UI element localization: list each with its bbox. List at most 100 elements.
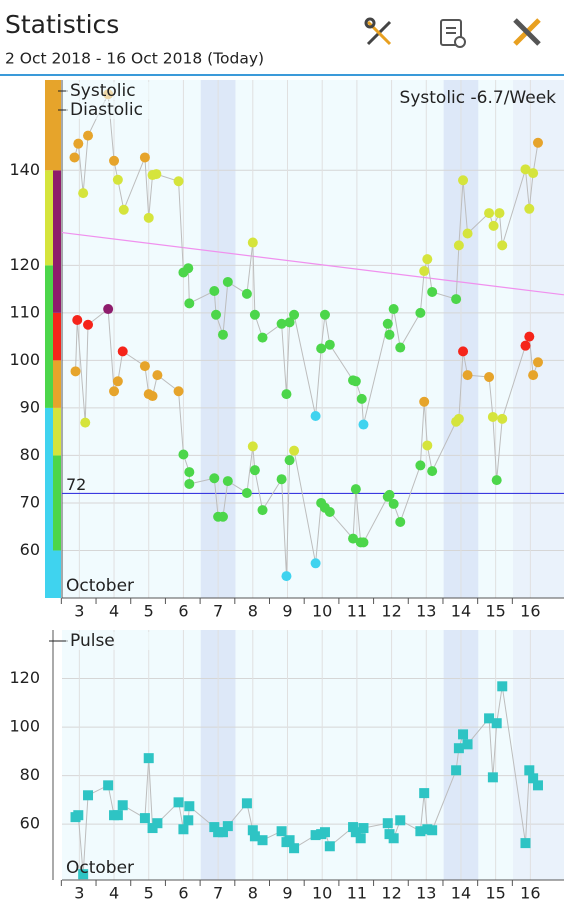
data-point [528,168,539,179]
trend-line [61,231,564,296]
data-point [147,391,158,402]
data-point [117,800,128,811]
data-point [143,212,154,223]
plot-background [62,630,564,880]
data-point [184,467,195,478]
data-point [73,138,84,149]
data-point [284,835,295,846]
y-tick-label: 60 [20,814,40,833]
data-point [143,753,154,764]
x-tick-label: 12 [381,884,401,901]
data-point [462,228,473,239]
data-point [217,827,228,838]
data-point [112,810,123,821]
data-point [524,765,535,776]
data-point [310,830,321,841]
data-point [453,240,464,251]
data-point [484,372,495,383]
data-point [427,825,438,836]
data-point [532,137,543,148]
data-point [520,164,531,175]
x-tick-label: 15 [485,884,505,901]
data-point [497,681,508,692]
data-point [453,413,464,424]
reference-label: 72 [66,475,86,494]
data-point [484,713,495,724]
data-point [458,346,469,357]
data-point [384,329,395,340]
data-point [419,396,430,407]
data-point [289,445,300,456]
category-band [45,80,53,171]
data-point [355,833,366,844]
x-tick-label: 14 [451,602,471,621]
data-point [209,473,220,484]
data-point [324,841,335,852]
data-point [247,441,258,452]
data-point [139,361,150,372]
data-point [173,386,184,397]
data-point [184,801,195,812]
data-point [532,780,543,791]
data-point [109,155,120,166]
data-point [384,489,395,500]
data-point [112,174,123,185]
legend-label: Systolic [70,81,136,101]
data-point [419,788,430,799]
x-tick-label: 3 [74,884,84,901]
data-point [422,254,433,265]
data-point [72,314,83,325]
y-tick-label: 80 [20,765,40,784]
x-tick-label: 5 [144,602,154,621]
data-point [356,393,367,404]
clipboard-icon[interactable] [440,19,466,48]
data-point [139,813,150,824]
data-point [70,366,81,377]
x-tick-label: 4 [109,884,119,901]
data-point [247,237,258,248]
data-point [532,357,543,368]
legend-label: Pulse [70,631,115,651]
data-point [112,376,123,387]
x-tick-label: 5 [144,884,154,901]
data-point [284,317,295,328]
y-tick-label: 110 [9,302,40,321]
y-tick-label: 70 [20,492,40,511]
data-point [178,449,189,460]
data-point [117,346,128,357]
data-point [222,821,233,832]
data-point [247,825,258,836]
header-title: Statistics [5,10,119,39]
category-band [53,360,61,408]
edit-icon[interactable] [513,18,541,46]
x-tick-label: 7 [213,884,223,901]
x-tick-label: 16 [520,884,540,901]
data-point [497,413,508,424]
data-point [520,340,531,351]
data-point [348,533,359,544]
x-tick-label: 16 [520,602,540,621]
x-tick-label: 13 [416,602,436,621]
data-point [319,827,330,838]
x-tick-label: 3 [74,602,84,621]
data-point [183,815,194,826]
data-point [350,827,361,838]
data-point [324,506,335,517]
legend-label-bg [66,101,156,119]
data-point [118,204,129,215]
x-tick-label: 13 [416,884,436,901]
category-band [53,170,61,313]
category-band [53,312,61,361]
data-point [388,833,399,844]
data-point [209,286,220,297]
data-point [276,474,287,485]
tools-icon[interactable] [364,17,392,46]
data-point [427,286,438,297]
data-point [222,476,233,487]
data-point [528,370,539,381]
data-point [358,419,369,430]
x-tick-label: 8 [248,602,258,621]
data-point [453,743,464,754]
